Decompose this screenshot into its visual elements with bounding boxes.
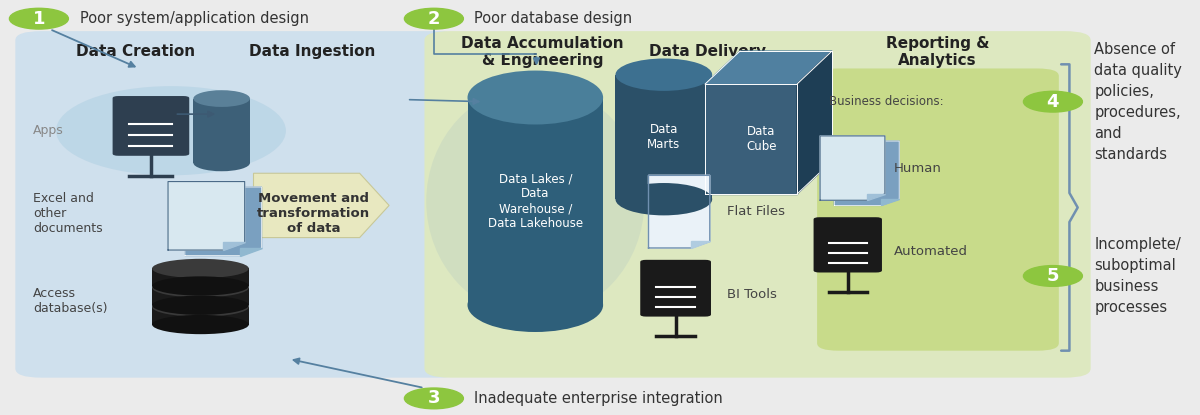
Circle shape bbox=[1024, 266, 1082, 286]
FancyBboxPatch shape bbox=[641, 260, 710, 317]
Polygon shape bbox=[468, 98, 604, 305]
Text: Access
database(s): Access database(s) bbox=[34, 287, 108, 315]
FancyBboxPatch shape bbox=[425, 31, 1091, 378]
Text: Automated: Automated bbox=[894, 244, 967, 258]
Circle shape bbox=[404, 388, 463, 409]
Polygon shape bbox=[820, 136, 884, 200]
Polygon shape bbox=[648, 175, 710, 248]
Ellipse shape bbox=[152, 278, 248, 298]
Circle shape bbox=[404, 8, 463, 29]
Polygon shape bbox=[881, 199, 899, 205]
Polygon shape bbox=[706, 84, 797, 194]
Ellipse shape bbox=[616, 183, 712, 215]
Polygon shape bbox=[834, 141, 899, 205]
Text: BI Tools: BI Tools bbox=[727, 288, 778, 301]
Polygon shape bbox=[616, 75, 712, 199]
Text: Movement and
transformation
of data: Movement and transformation of data bbox=[257, 192, 370, 235]
Polygon shape bbox=[240, 248, 262, 256]
Ellipse shape bbox=[152, 315, 248, 334]
Polygon shape bbox=[152, 307, 248, 325]
Text: Data
Marts: Data Marts bbox=[647, 123, 680, 151]
Text: Absence of
data quality
policies,
procedures,
and
standards: Absence of data quality policies, proced… bbox=[1094, 42, 1182, 162]
FancyBboxPatch shape bbox=[814, 217, 882, 273]
Ellipse shape bbox=[56, 86, 286, 175]
Circle shape bbox=[10, 8, 68, 29]
Text: 5: 5 bbox=[1046, 267, 1060, 285]
Text: Data Accumulation
& Engineering: Data Accumulation & Engineering bbox=[461, 36, 624, 68]
Polygon shape bbox=[168, 182, 245, 250]
Polygon shape bbox=[152, 269, 248, 286]
Polygon shape bbox=[185, 187, 262, 256]
Text: Data Creation: Data Creation bbox=[76, 44, 196, 59]
Text: Inadequate enterprise integration: Inadequate enterprise integration bbox=[474, 391, 722, 406]
Polygon shape bbox=[797, 51, 832, 194]
FancyBboxPatch shape bbox=[16, 31, 463, 378]
FancyArrow shape bbox=[253, 173, 389, 237]
Text: Human: Human bbox=[894, 161, 942, 175]
Text: 3: 3 bbox=[427, 389, 440, 408]
Text: 1: 1 bbox=[32, 10, 46, 28]
Ellipse shape bbox=[468, 71, 604, 124]
Ellipse shape bbox=[152, 295, 248, 315]
Polygon shape bbox=[866, 194, 884, 200]
Polygon shape bbox=[691, 242, 710, 248]
Ellipse shape bbox=[426, 85, 644, 317]
Text: Poor system/application design: Poor system/application design bbox=[80, 11, 310, 26]
Text: Excel and
other
documents: Excel and other documents bbox=[34, 192, 103, 235]
Text: Data Lakes /
Data
Warehouse /
Data Lakehouse: Data Lakes / Data Warehouse / Data Lakeh… bbox=[487, 172, 583, 230]
Ellipse shape bbox=[616, 59, 712, 91]
Text: 4: 4 bbox=[1046, 93, 1060, 111]
Text: Data
Cube: Data Cube bbox=[746, 125, 776, 153]
Text: 2: 2 bbox=[427, 10, 440, 28]
Text: Data Delivery: Data Delivery bbox=[649, 44, 766, 59]
Ellipse shape bbox=[193, 154, 250, 171]
Ellipse shape bbox=[152, 259, 248, 278]
Polygon shape bbox=[152, 288, 248, 305]
Text: Apps: Apps bbox=[34, 124, 64, 137]
Ellipse shape bbox=[152, 298, 248, 317]
Text: Business decisions:: Business decisions: bbox=[829, 95, 943, 108]
FancyBboxPatch shape bbox=[113, 96, 190, 156]
Circle shape bbox=[1024, 91, 1082, 112]
FancyBboxPatch shape bbox=[817, 68, 1058, 351]
Text: Data Ingestion: Data Ingestion bbox=[250, 44, 376, 59]
Polygon shape bbox=[193, 98, 250, 163]
Text: Incomplete/
suboptimal
business
processes: Incomplete/ suboptimal business processe… bbox=[1094, 237, 1181, 315]
Text: Poor database design: Poor database design bbox=[474, 11, 632, 26]
Ellipse shape bbox=[193, 90, 250, 107]
Text: Flat Files: Flat Files bbox=[727, 205, 786, 218]
Text: Reporting &
Analytics: Reporting & Analytics bbox=[886, 36, 989, 68]
Polygon shape bbox=[706, 51, 832, 84]
Ellipse shape bbox=[468, 278, 604, 332]
Ellipse shape bbox=[152, 276, 248, 295]
Polygon shape bbox=[223, 242, 245, 250]
